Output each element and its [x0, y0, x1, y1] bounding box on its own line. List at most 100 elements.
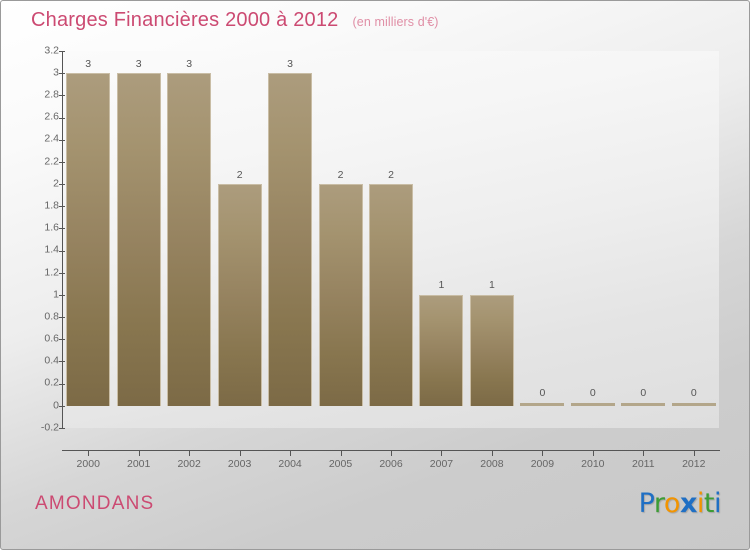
bar[interactable] — [268, 73, 313, 406]
y-axis-tick-mark — [59, 161, 65, 163]
y-axis-tick-mark — [59, 317, 65, 319]
y-axis-tick-mark — [59, 428, 65, 429]
y-axis-tick-mark — [59, 383, 65, 385]
x-axis-tick: 2006 — [366, 450, 416, 470]
x-axis-tick-mark — [239, 450, 241, 456]
bar[interactable] — [621, 402, 666, 406]
x-axis-tick-label: 2007 — [429, 458, 454, 470]
x-axis-tick-label: 2003 — [227, 458, 252, 470]
bar-slot: 3 — [66, 51, 111, 428]
x-axis-tick: 2011 — [618, 450, 668, 470]
y-axis-line — [62, 51, 63, 428]
y-axis-tick-mark — [59, 405, 65, 407]
x-axis-tick-mark — [592, 450, 594, 456]
y-axis-tick-mark — [59, 95, 65, 97]
x-axis-tick-mark — [693, 450, 695, 456]
proxiti-logo[interactable]: Proxiti — [639, 488, 722, 519]
x-axis-tick-mark — [340, 450, 342, 456]
x-axis-tick-label: 2010 — [581, 458, 605, 470]
bar-slot: 0 — [570, 51, 615, 428]
bar[interactable] — [217, 184, 262, 406]
x-axis-tick: 2001 — [113, 450, 163, 470]
bar[interactable] — [469, 294, 514, 406]
bar-value-label: 2 — [236, 168, 243, 181]
bar[interactable] — [66, 73, 111, 406]
bar-slot: 2 — [217, 51, 262, 428]
bar-value-label: 1 — [489, 279, 495, 292]
logo-letter-t: t — [703, 488, 715, 519]
bar-value-label: 3 — [287, 57, 293, 70]
logo-letter-x: x — [679, 488, 697, 519]
y-axis-tick-mark — [59, 294, 65, 296]
x-axis-tick: 2004 — [265, 450, 315, 470]
y-axis-tick-label: 2.4 — [44, 132, 59, 145]
bar[interactable] — [369, 184, 413, 406]
bar[interactable] — [116, 73, 161, 406]
x-axis-tick-label: 2001 — [127, 458, 151, 470]
x-axis-tick-label: 2005 — [328, 458, 353, 470]
y-axis-tick-label: 2.2 — [44, 155, 59, 168]
bar[interactable] — [671, 402, 716, 406]
x-axis-tick: 2010 — [568, 450, 618, 470]
y-axis-tick-label: 3 — [53, 66, 59, 79]
bar-value-label: 0 — [690, 387, 697, 400]
bar[interactable] — [419, 294, 464, 406]
x-axis-tick-mark — [189, 450, 191, 456]
x-axis-tick-label: 2006 — [379, 458, 403, 470]
y-axis-tick-label: 1.2 — [44, 266, 59, 278]
y-axis-tick-mark — [59, 361, 65, 363]
bar[interactable] — [167, 73, 212, 406]
y-axis-tick-mark — [59, 51, 65, 52]
bar-slot: 3 — [167, 51, 212, 428]
y-axis-tick-label: 0 — [53, 399, 59, 412]
y-axis-tick-label: 1 — [53, 288, 59, 301]
chart-header: Charges Financières 2000 à 2012 (en mill… — [31, 9, 721, 39]
y-axis-tick-mark — [59, 117, 65, 119]
bar-value-label: 0 — [640, 387, 647, 400]
chart-units-subtitle: (en milliers d'€) — [352, 15, 439, 29]
x-axis-tick-mark — [390, 450, 392, 456]
bar-value-label: 3 — [186, 57, 193, 70]
y-axis-tick-mark — [59, 339, 65, 341]
x-axis-tick-mark — [290, 450, 292, 456]
x-axis-tick-mark — [441, 450, 443, 456]
bar-value-label: 0 — [589, 387, 596, 400]
y-axis-tick-label: 2.8 — [44, 88, 59, 101]
x-axis-tick-label: 2004 — [278, 458, 302, 470]
x-axis-tick: 2005 — [315, 450, 365, 470]
y-axis-tick-label: 1.4 — [44, 243, 59, 256]
bar-slot: 0 — [671, 51, 716, 428]
x-axis-tick-mark — [88, 450, 90, 456]
bar-slot: 3 — [116, 51, 161, 428]
x-axis-tick: 2000 — [63, 450, 113, 470]
x-axis-tick-label: 2002 — [177, 458, 201, 470]
x-axis-tick: 2007 — [416, 450, 466, 470]
x-axis-tick-label: 2009 — [530, 458, 555, 470]
bar-value-label: 1 — [438, 279, 445, 292]
y-axis-tick-mark — [59, 272, 65, 274]
x-axis-tick-mark — [643, 450, 645, 456]
y-axis-tick-label: 1.6 — [44, 221, 59, 234]
bar-slot: 1 — [469, 51, 514, 428]
y-axis-tick-label: 3.2 — [44, 44, 59, 57]
bar[interactable] — [318, 184, 363, 406]
bar-value-label: 3 — [135, 57, 142, 70]
y-axis-tick-label: 1.8 — [44, 199, 59, 212]
bar-value-label: 0 — [539, 387, 546, 400]
bar[interactable] — [570, 402, 615, 406]
bar-value-label: 2 — [337, 168, 344, 181]
y-axis-tick-mark — [59, 184, 65, 186]
logo-letter-i-first: i — [696, 488, 705, 519]
x-axis-tick-label: 2011 — [631, 458, 655, 470]
x-axis-tick-mark — [491, 450, 493, 456]
x-axis-tick-label: 2000 — [76, 458, 100, 470]
commune-name: AMONDANS — [35, 493, 155, 514]
bar-value-label: 2 — [388, 168, 394, 181]
x-axis-tick-mark — [542, 450, 544, 456]
page-title: Charges Financières 2000 à 2012 — [31, 9, 339, 31]
bar[interactable] — [520, 402, 565, 406]
x-axis-tick-label: 2012 — [682, 458, 706, 470]
y-axis-tick-label: 2 — [53, 177, 59, 190]
x-axis-tick: 2002 — [164, 450, 214, 470]
y-axis-tick-label: 0.8 — [44, 310, 59, 323]
